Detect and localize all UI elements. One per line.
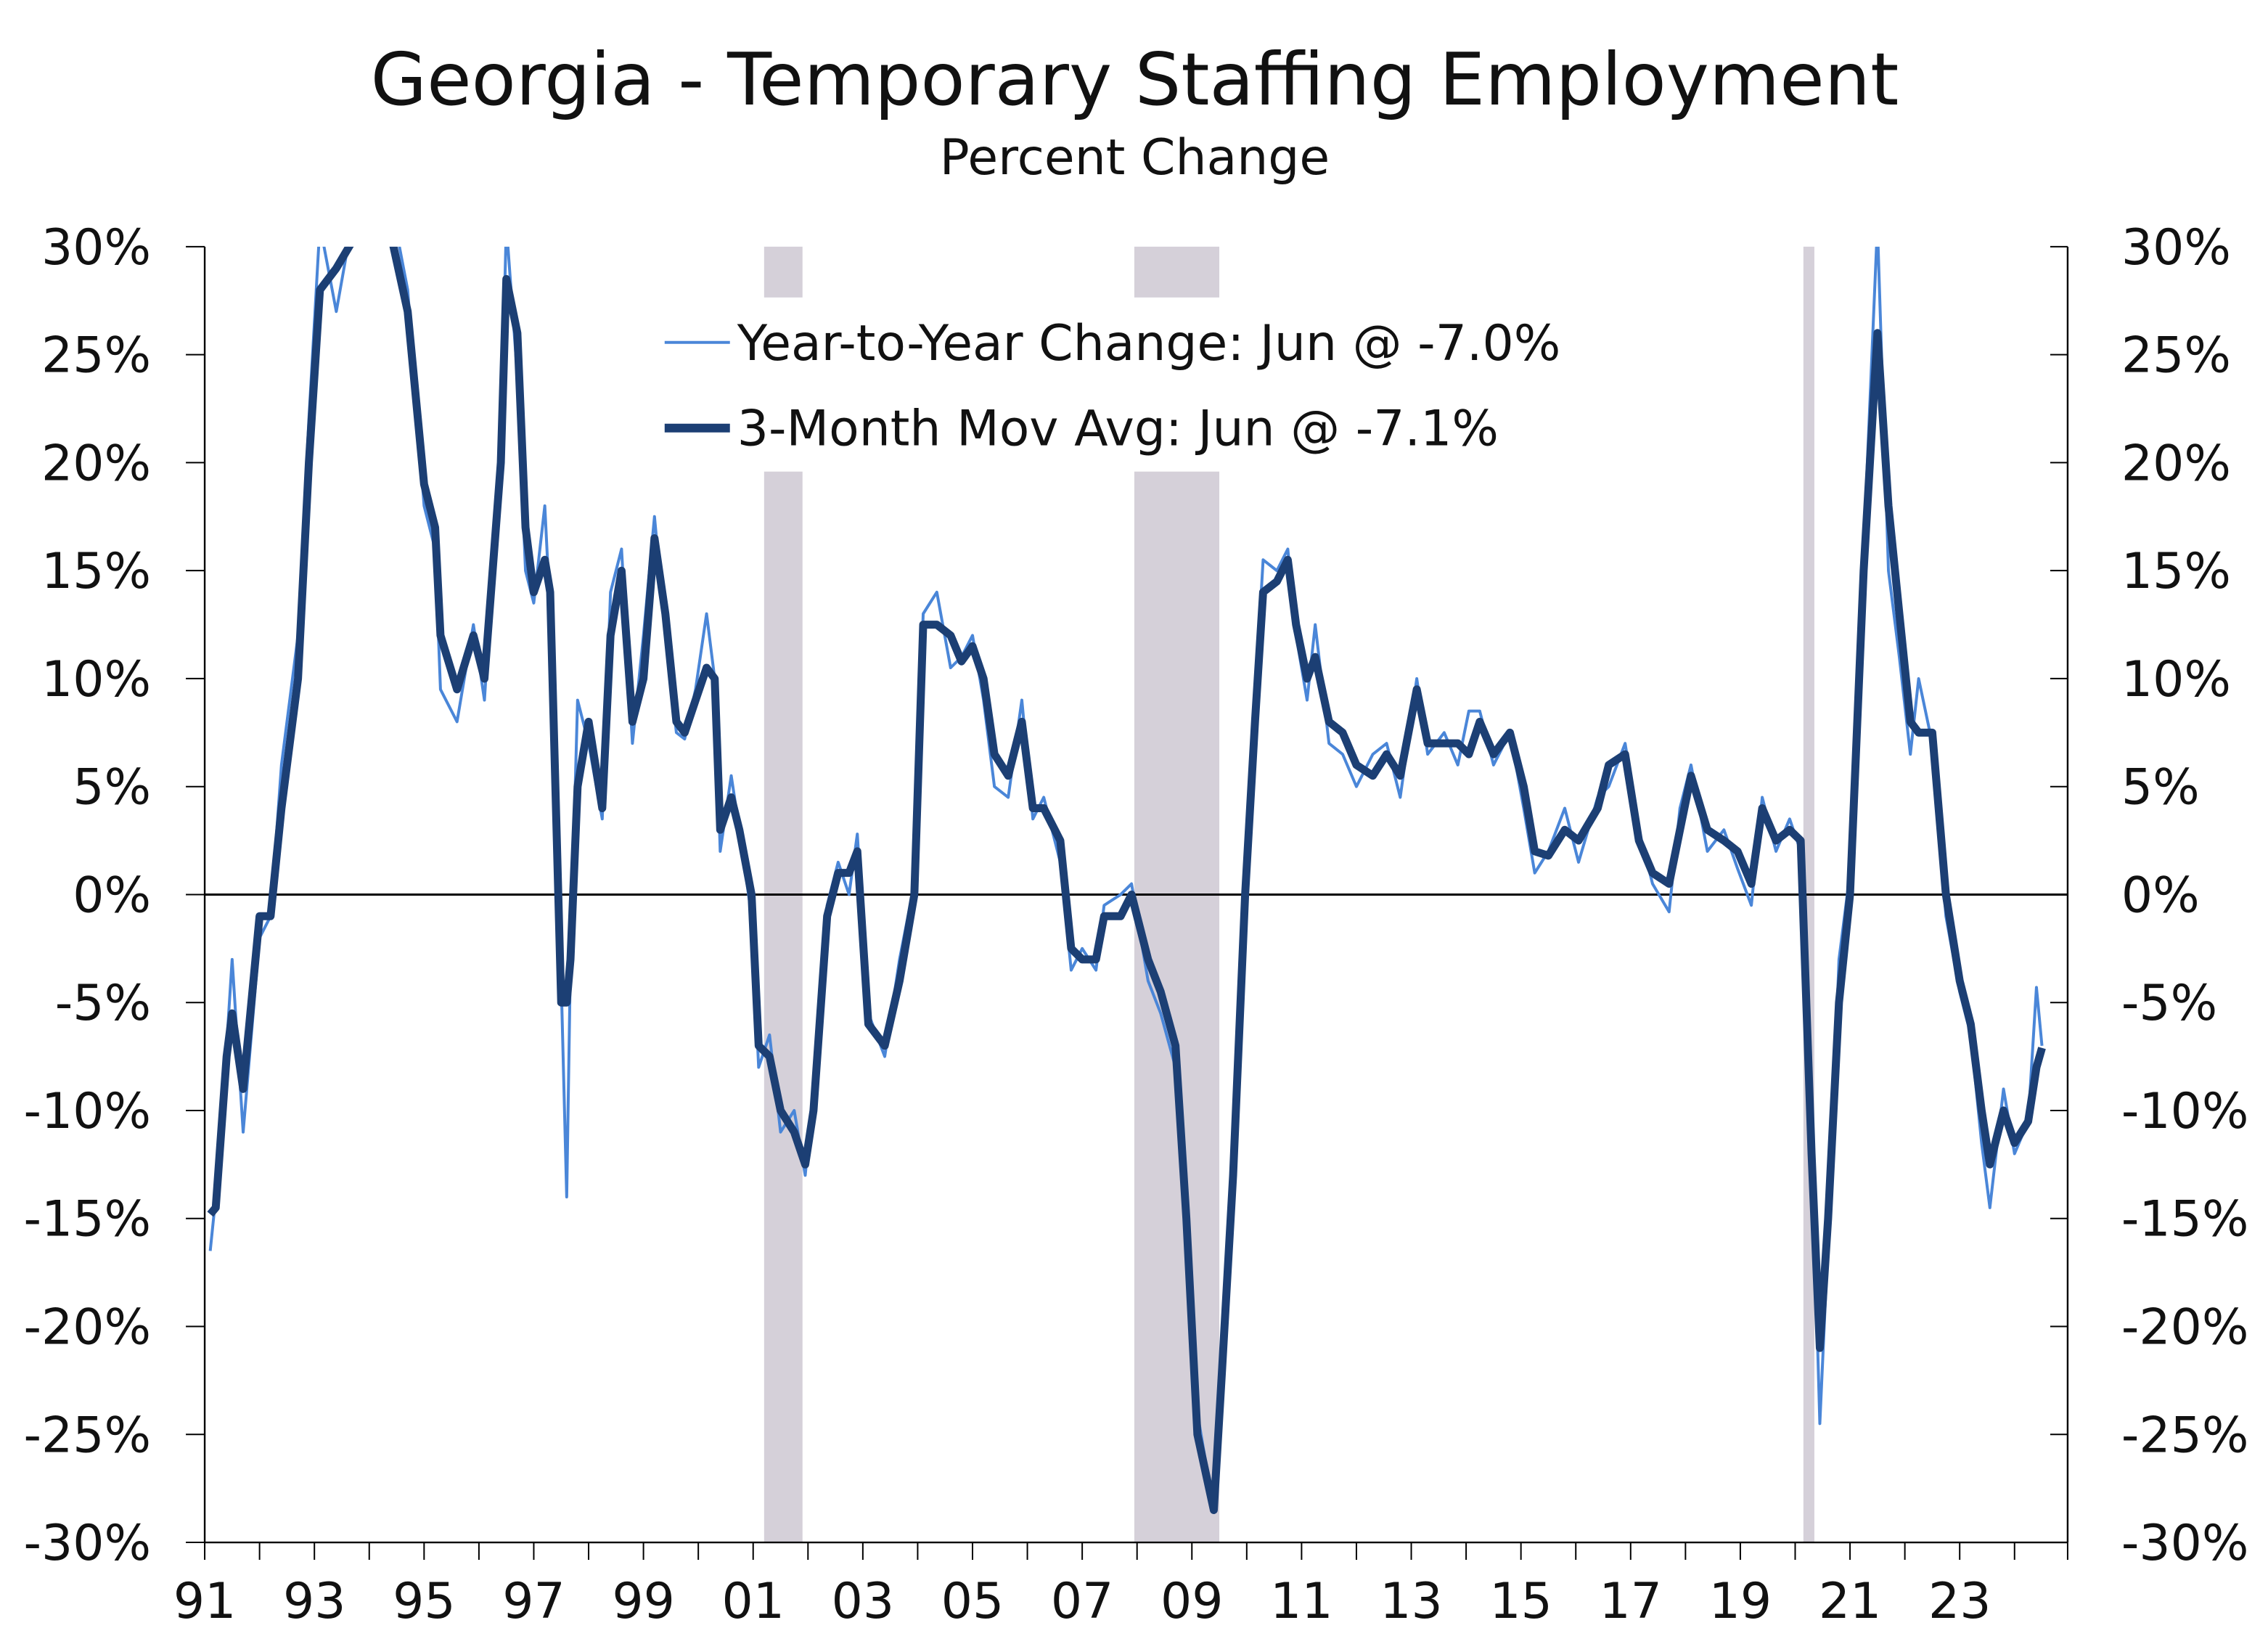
y-tick-label-right: -5% xyxy=(2121,975,2217,1032)
legend: Year-to-Year Change: Jun @ -7.0% 3-Month… xyxy=(664,315,1561,458)
x-tick-label: 05 xyxy=(941,1573,1004,1630)
y-tick-label-left: -10% xyxy=(24,1083,152,1140)
x-tick-label: 15 xyxy=(1489,1573,1552,1630)
y-tick-label-left: 25% xyxy=(41,327,151,385)
y-tick-label-left: -30% xyxy=(24,1515,152,1572)
y-tick-label-right: 30% xyxy=(2121,219,2231,277)
x-tick-label: 91 xyxy=(173,1573,236,1630)
y-tick-label-right: 5% xyxy=(2121,759,2200,817)
x-tick-label: 11 xyxy=(1270,1573,1332,1630)
x-tick-label: 95 xyxy=(393,1573,455,1630)
y-tick-label-left: -15% xyxy=(24,1191,152,1248)
y-tick-label-right: 15% xyxy=(2121,543,2231,600)
y-tick-label-left: 20% xyxy=(41,435,151,492)
y-tick-label-left: -25% xyxy=(24,1407,152,1464)
chart-subtitle: Percent Change xyxy=(940,129,1330,187)
legend-background xyxy=(655,297,1716,472)
y-tick-label-right: -25% xyxy=(2121,1407,2249,1464)
y-tick-label-left: 0% xyxy=(73,867,151,924)
x-tick-label: 17 xyxy=(1600,1573,1662,1630)
y-tick-label-right: -10% xyxy=(2121,1083,2249,1140)
legend-label-yoy: Year-to-Year Change: Jun @ -7.0% xyxy=(737,315,1561,372)
y-tick-label-left: -20% xyxy=(24,1299,152,1357)
y-tick-label-right: -20% xyxy=(2121,1299,2249,1357)
y-tick-label-left: 30% xyxy=(41,219,151,277)
y-tick-label-left: 15% xyxy=(41,543,151,600)
x-tick-label: 97 xyxy=(502,1573,565,1630)
y-tick-label-left: 10% xyxy=(41,651,151,708)
chart-title: Georgia - Temporary Staffing Employment xyxy=(371,37,1899,122)
axes: 30% 30% 25% 25% 20% 20% 15% 15% 10% 10% 5% 5% 0% 0% -5… xyxy=(24,219,2249,1630)
y-tick-label-right: 0% xyxy=(2121,867,2200,924)
x-tick-label: 23 xyxy=(1928,1573,1991,1630)
y-tick-label-right: 10% xyxy=(2121,651,2231,708)
x-tick-label: 21 xyxy=(1819,1573,1881,1630)
y-tick-label-right: -30% xyxy=(2121,1515,2249,1572)
x-tick-label: 03 xyxy=(832,1573,894,1630)
legend-label-mma: 3-Month Mov Avg: Jun @ -7.1% xyxy=(737,401,1499,458)
x-tick-label: 19 xyxy=(1709,1573,1772,1630)
x-tick-label: 07 xyxy=(1051,1573,1113,1630)
x-tick-label: 01 xyxy=(721,1573,784,1630)
series-line-3-month-mov-avg xyxy=(207,246,2046,1514)
y-tick-label-right: 25% xyxy=(2121,327,2231,385)
x-tick-label: 13 xyxy=(1380,1573,1442,1630)
y-tick-label-right: 20% xyxy=(2121,435,2231,492)
x-tick-label: 09 xyxy=(1160,1573,1223,1630)
y-tick-label-left: 5% xyxy=(73,759,151,817)
x-tick-label: 99 xyxy=(612,1573,674,1630)
x-tick-label: 93 xyxy=(283,1573,345,1630)
y-tick-label-left: -5% xyxy=(55,975,151,1032)
series-lines xyxy=(207,246,2046,1514)
y-tick-label-right: -15% xyxy=(2121,1191,2249,1248)
